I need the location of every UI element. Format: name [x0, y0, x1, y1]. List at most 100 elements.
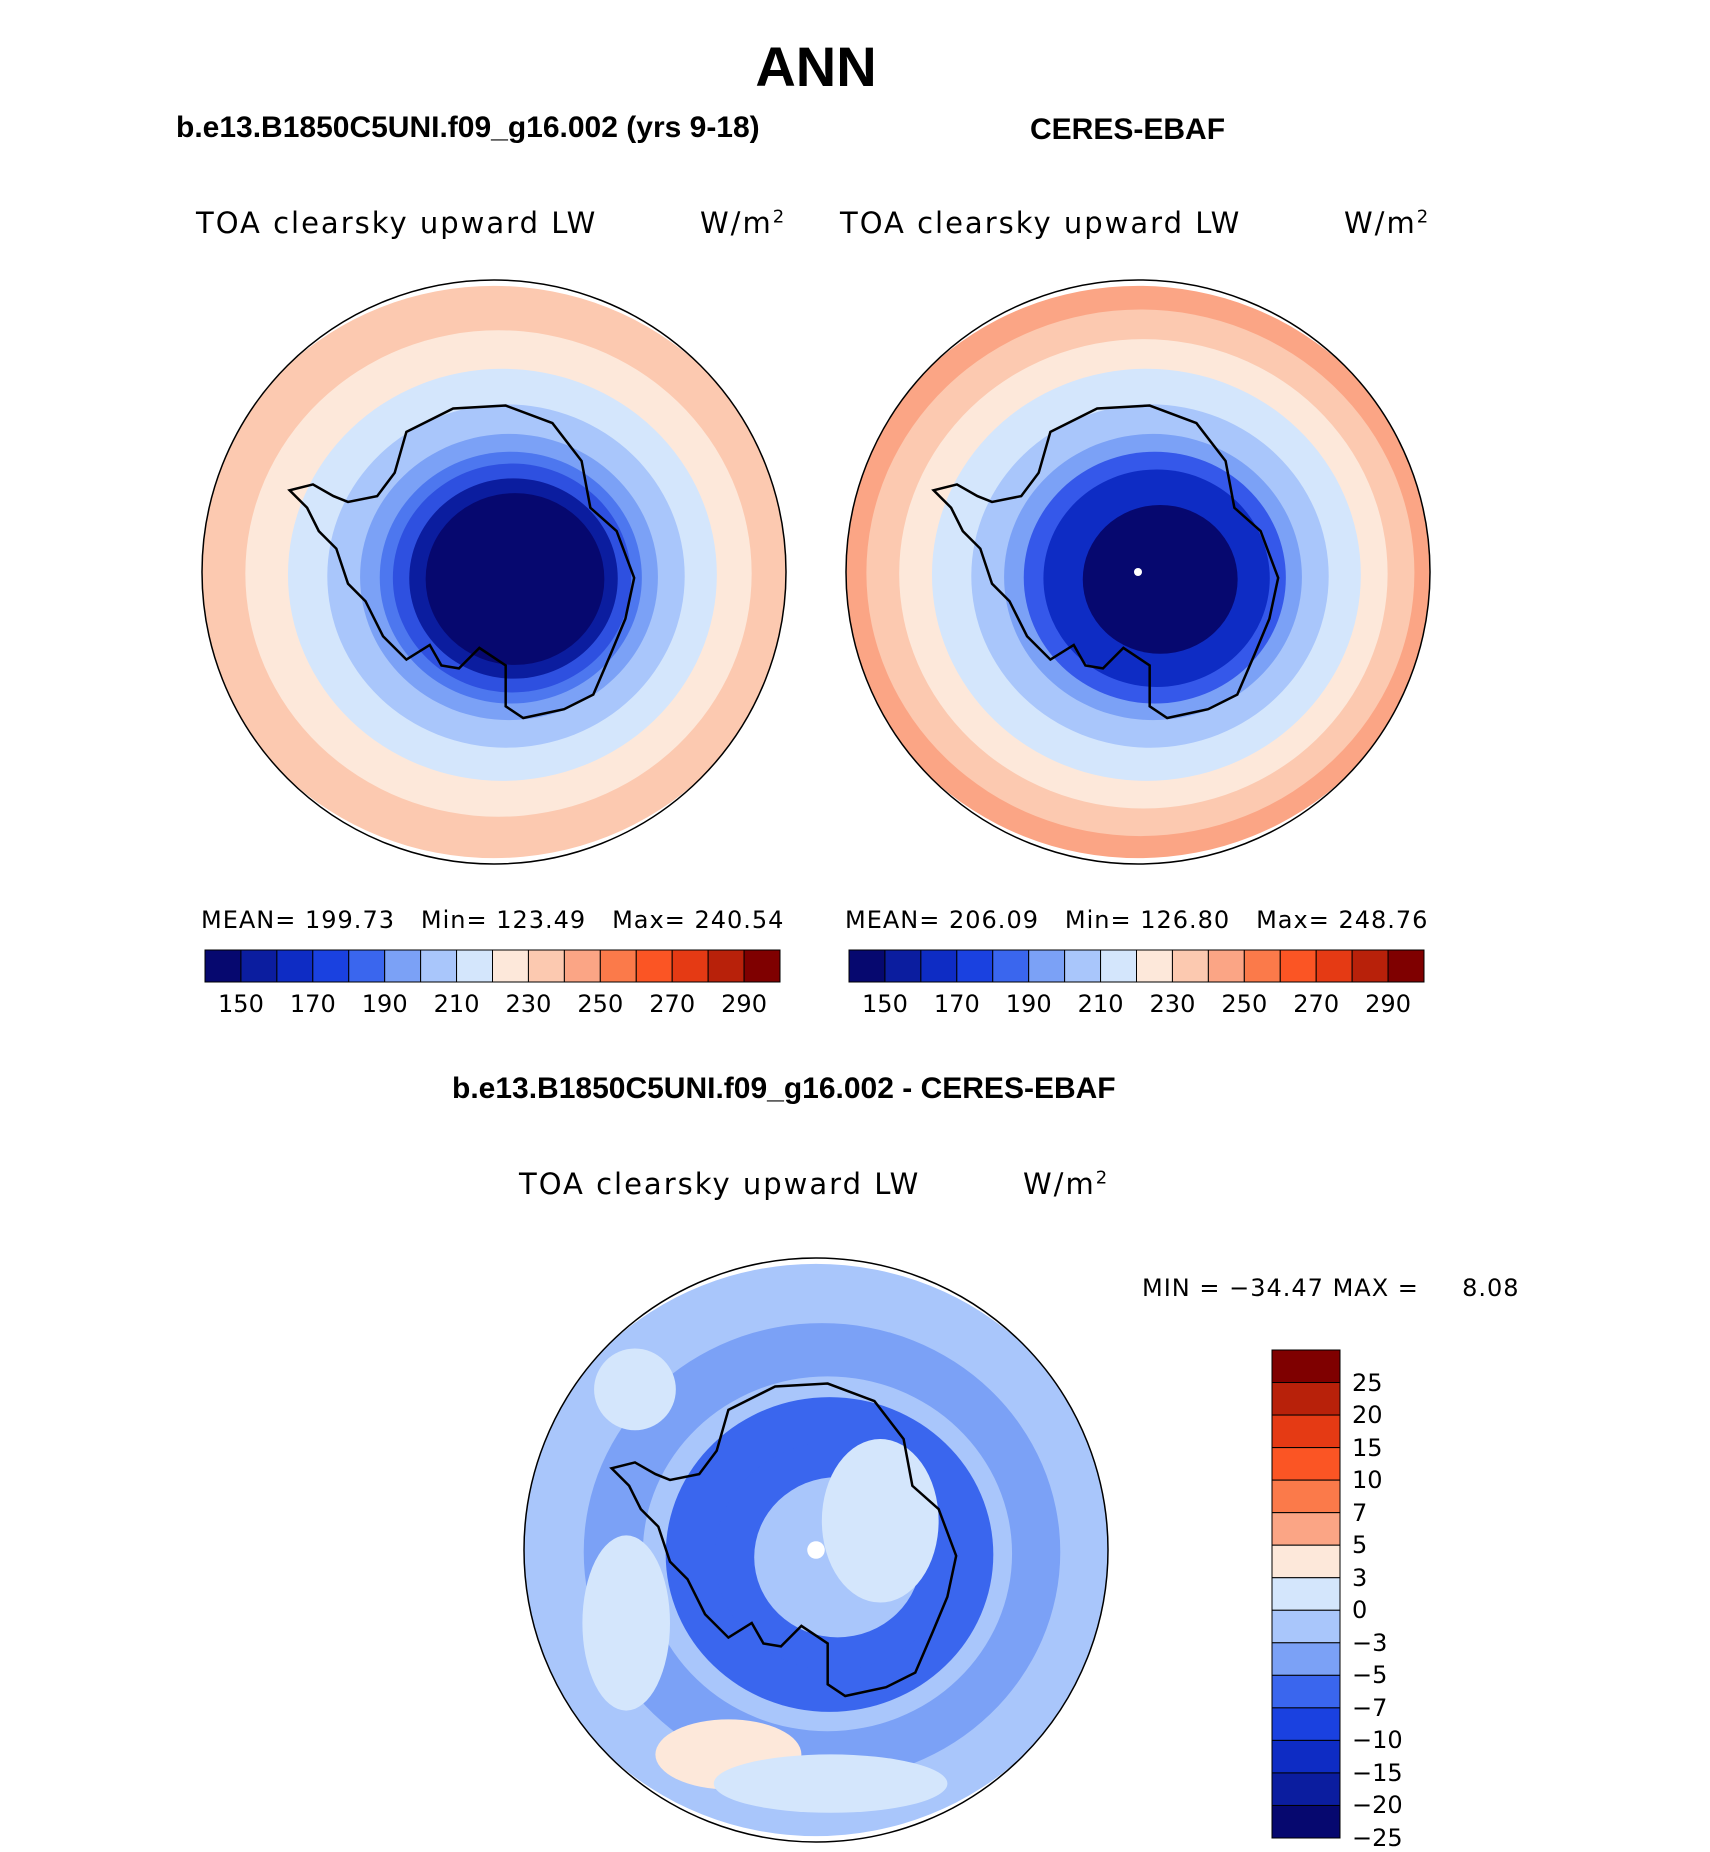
colorbar-tick-label: 190: [361, 990, 408, 1018]
panel1-mean-value: 199.73: [305, 906, 395, 934]
colorbar-swatch: [1271, 1772, 1341, 1806]
colorbar-swatch: [1028, 949, 1066, 983]
colorbar-tick-label: 270: [1293, 990, 1340, 1018]
colorbar-swatch: [671, 949, 709, 983]
panel2-units: W/m2: [1344, 206, 1431, 240]
colorbar-tick-label: 3: [1352, 1563, 1368, 1592]
panel2-max-value: 248.76: [1338, 906, 1429, 934]
colorbar-tick-label: 10: [1352, 1466, 1383, 1495]
coastline: [609, 1382, 958, 1698]
panel1-mean-label: MEAN=: [201, 906, 297, 934]
colorbar-tick-label: −7: [1352, 1693, 1388, 1722]
colorbar-tick-label: −3: [1352, 1628, 1388, 1657]
panel2-colorbar: [848, 949, 1425, 983]
colorbar-tick-label: 0: [1352, 1596, 1368, 1625]
colorbar-tick-label: 150: [862, 990, 908, 1018]
colorbar-swatch: [1271, 1544, 1341, 1579]
colorbar-swatch: [1271, 1804, 1341, 1839]
colorbar-tick-label: −10: [1352, 1726, 1403, 1755]
diff-min-value: −34.47: [1229, 1274, 1324, 1302]
colorbar-swatch: [1243, 949, 1281, 983]
colorbar-swatch: [563, 949, 601, 983]
panel2-stats: MEAN= 206.09 Min= 126.80 Max= 248.76: [845, 906, 1428, 934]
colorbar-swatch: [635, 949, 673, 983]
contour-band: [582, 1535, 670, 1711]
contour-band: [425, 493, 605, 665]
colorbar-tick-label: 170: [289, 990, 336, 1018]
panel2-min-label: Min=: [1064, 906, 1132, 934]
contour-band: [713, 1754, 948, 1813]
colorbar-swatch: [1271, 1382, 1341, 1416]
colorbar-swatch: [848, 949, 886, 983]
contour-band: [807, 1541, 825, 1559]
panel2-max-label: Max=: [1256, 906, 1330, 934]
colorbar-tick-label: 20: [1352, 1401, 1383, 1430]
colorbar-swatch: [240, 949, 278, 983]
colorbar-swatch: [1271, 1674, 1341, 1709]
coastline: [287, 404, 636, 720]
colorbar-swatch: [1271, 1577, 1341, 1611]
panel1-max-label: Max=: [612, 906, 686, 934]
colorbar-tick-label: 230: [505, 990, 552, 1018]
colorbar-swatch: [1064, 949, 1102, 983]
panel2-mean-label: MEAN=: [845, 906, 941, 934]
colorbar-swatch: [492, 949, 529, 983]
panel2-polar-map: [845, 279, 1431, 865]
colorbar-swatch: [884, 949, 922, 983]
panel2-case-title: CERES-EBAF: [1030, 113, 1226, 146]
panel1-min-value: 123.49: [496, 906, 587, 934]
colorbar-swatch: [276, 949, 314, 983]
diff-variable-label: TOA clearsky upward LW: [519, 1167, 921, 1201]
contour-band: [594, 1348, 676, 1431]
map-border: [845, 279, 1431, 865]
diff-max-label: MAX =: [1332, 1274, 1419, 1302]
colorbar-swatch: [1271, 1414, 1341, 1449]
colorbar-tick-label: 230: [1149, 990, 1196, 1018]
colorbar-swatch: [743, 949, 781, 983]
panel1-units: W/m2: [700, 206, 787, 240]
colorbar-swatch: [707, 949, 745, 983]
colorbar-swatch: [348, 949, 386, 983]
coastline: [931, 404, 1280, 720]
colorbar-swatch: [1171, 949, 1209, 983]
colorbar-swatch: [1387, 949, 1425, 983]
colorbar-swatch: [1100, 949, 1137, 983]
colorbar-swatch: [1271, 1642, 1341, 1676]
colorbar-tick-label: 5: [1352, 1531, 1368, 1560]
colorbar-swatch: [384, 949, 422, 983]
colorbar-tick-label: 190: [1005, 990, 1052, 1018]
colorbar-swatch: [420, 949, 458, 983]
colorbar-swatch: [956, 949, 994, 983]
colorbar-tick-label: 15: [1352, 1433, 1383, 1462]
colorbar-swatch: [1271, 1609, 1341, 1644]
colorbar-swatch: [1271, 1707, 1341, 1741]
colorbar-tick-label: 250: [577, 990, 624, 1018]
panel2-mean-value: 206.09: [949, 906, 1039, 934]
panel1-min-label: Min=: [420, 906, 488, 934]
diff-units: W/m2: [1023, 1167, 1110, 1201]
panel1-variable-label: TOA clearsky upward LW: [196, 206, 598, 240]
colorbar-swatch: [1271, 1447, 1341, 1481]
colorbar-swatch: [456, 949, 493, 983]
colorbar-tick-label: 210: [433, 990, 480, 1018]
figure-title: ANN: [755, 35, 877, 98]
colorbar-swatch: [1315, 949, 1353, 983]
colorbar-tick-label: 25: [1352, 1368, 1383, 1397]
colorbar-swatch: [1271, 1512, 1341, 1546]
colorbar-tick-label: −25: [1352, 1824, 1403, 1852]
colorbar-swatch: [204, 949, 242, 983]
panel1-case-title: b.e13.B1850C5UNI.f09_g16.002 (yrs 9-18): [176, 111, 760, 144]
colorbar-tick-label: −20: [1352, 1791, 1403, 1820]
colorbar-swatch: [1351, 949, 1389, 983]
map-border: [201, 279, 787, 865]
contour-band: [821, 1439, 939, 1603]
colorbar-tick-label: 210: [1077, 990, 1124, 1018]
colorbar-swatch: [992, 949, 1030, 983]
panel1-polar-map: [201, 279, 787, 865]
diff-colorbar: [1271, 1349, 1341, 1839]
panel2-min-value: 126.80: [1140, 906, 1231, 934]
colorbar-tick-label: 170: [933, 990, 980, 1018]
panel1-stats: MEAN= 199.73 Min= 123.49 Max= 240.54: [201, 906, 784, 934]
colorbar-tick-label: 7: [1352, 1498, 1368, 1527]
colorbar-swatch: [1271, 1739, 1341, 1774]
